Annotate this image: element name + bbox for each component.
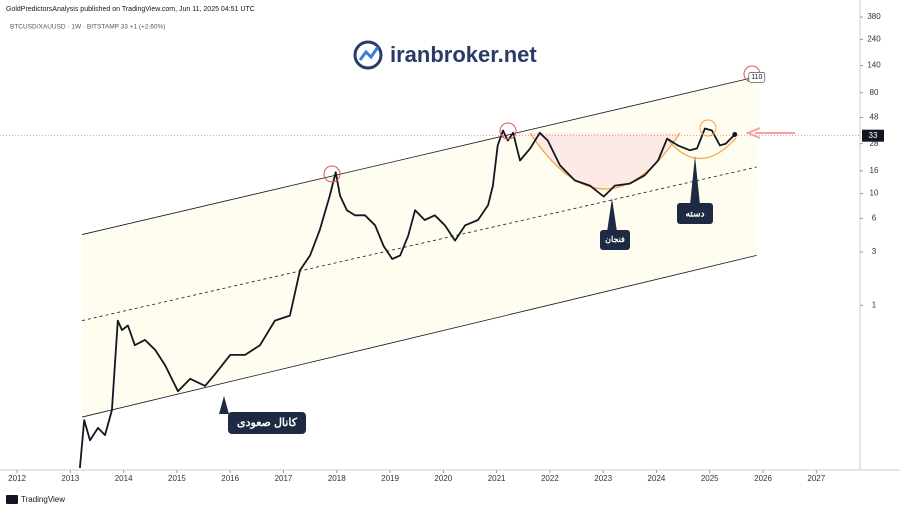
x-tick-label: 2018 (328, 474, 346, 483)
x-tick-label: 2026 (754, 474, 772, 483)
pointer (219, 396, 229, 414)
annotation: دسته (685, 208, 704, 218)
y-tick-label: 28 (870, 139, 879, 148)
y-tick-label: 240 (867, 35, 881, 44)
x-tick-label: 2019 (381, 474, 399, 483)
y-tick-label: 3 (872, 247, 877, 256)
x-tick-label: 2015 (168, 474, 186, 483)
x-tick-label: 2027 (807, 474, 825, 483)
watermark: iranbroker.net (390, 42, 537, 67)
annotation: کانال صعودی (237, 417, 298, 429)
watermark-logo (353, 40, 383, 70)
price-series (79, 127, 736, 469)
x-tick-label: 2016 (221, 474, 239, 483)
handle-circle (699, 119, 717, 137)
handle-arc (667, 137, 737, 160)
footer: TradingView (21, 495, 65, 504)
y-tick-label: 80 (870, 88, 879, 97)
last-point (732, 132, 738, 138)
y-tick-label: 140 (867, 61, 881, 70)
y-tick-label: 6 (872, 214, 877, 223)
x-tick-label: 2021 (488, 474, 506, 483)
pointer (607, 198, 617, 232)
y-tick-label: 1 (872, 300, 877, 309)
y-tick-label: 48 (870, 113, 879, 122)
annotation: فنجان (605, 235, 625, 244)
x-tick-label: 2012 (8, 474, 26, 483)
channel-fill (82, 75, 760, 418)
annotation-box (600, 230, 630, 250)
y-tick-label: 16 (870, 166, 879, 175)
plot (0, 75, 860, 469)
trend-line (81, 75, 760, 235)
footer-logo (6, 495, 18, 504)
y-tick-label: 380 (867, 12, 881, 21)
x-tick-label: 2022 (541, 474, 559, 483)
x-tick-label: 2013 (61, 474, 79, 483)
price-label: 33 (869, 131, 878, 140)
background (82, 75, 760, 418)
symbol-line: BTCUSD/XAUUSD · 1W · BITSTAMP 33 +1 (+2.… (10, 24, 165, 31)
price-box (862, 129, 884, 142)
pointer (690, 156, 700, 205)
trend-line (81, 254, 757, 418)
peak-circle (499, 122, 517, 140)
x-tick-label: 2017 (275, 474, 293, 483)
x-tick-label: 2025 (701, 474, 719, 483)
cup-arc (529, 132, 681, 190)
x-tick-label: 2020 (434, 474, 452, 483)
x-tick-label: 2014 (115, 474, 133, 483)
y-tick-label: 10 (870, 189, 879, 198)
annotation-box (228, 412, 306, 434)
annotation-box (677, 203, 713, 224)
x-tick-label: 2023 (594, 474, 612, 483)
target-label: 110 (751, 74, 762, 81)
target-box (748, 71, 766, 83)
header: GoldPredictorsAnalysis published on Trad… (6, 6, 255, 13)
trend-line (81, 166, 757, 321)
arrow (745, 127, 795, 139)
peak-circle (323, 165, 341, 183)
x-tick-label: 2024 (648, 474, 666, 483)
